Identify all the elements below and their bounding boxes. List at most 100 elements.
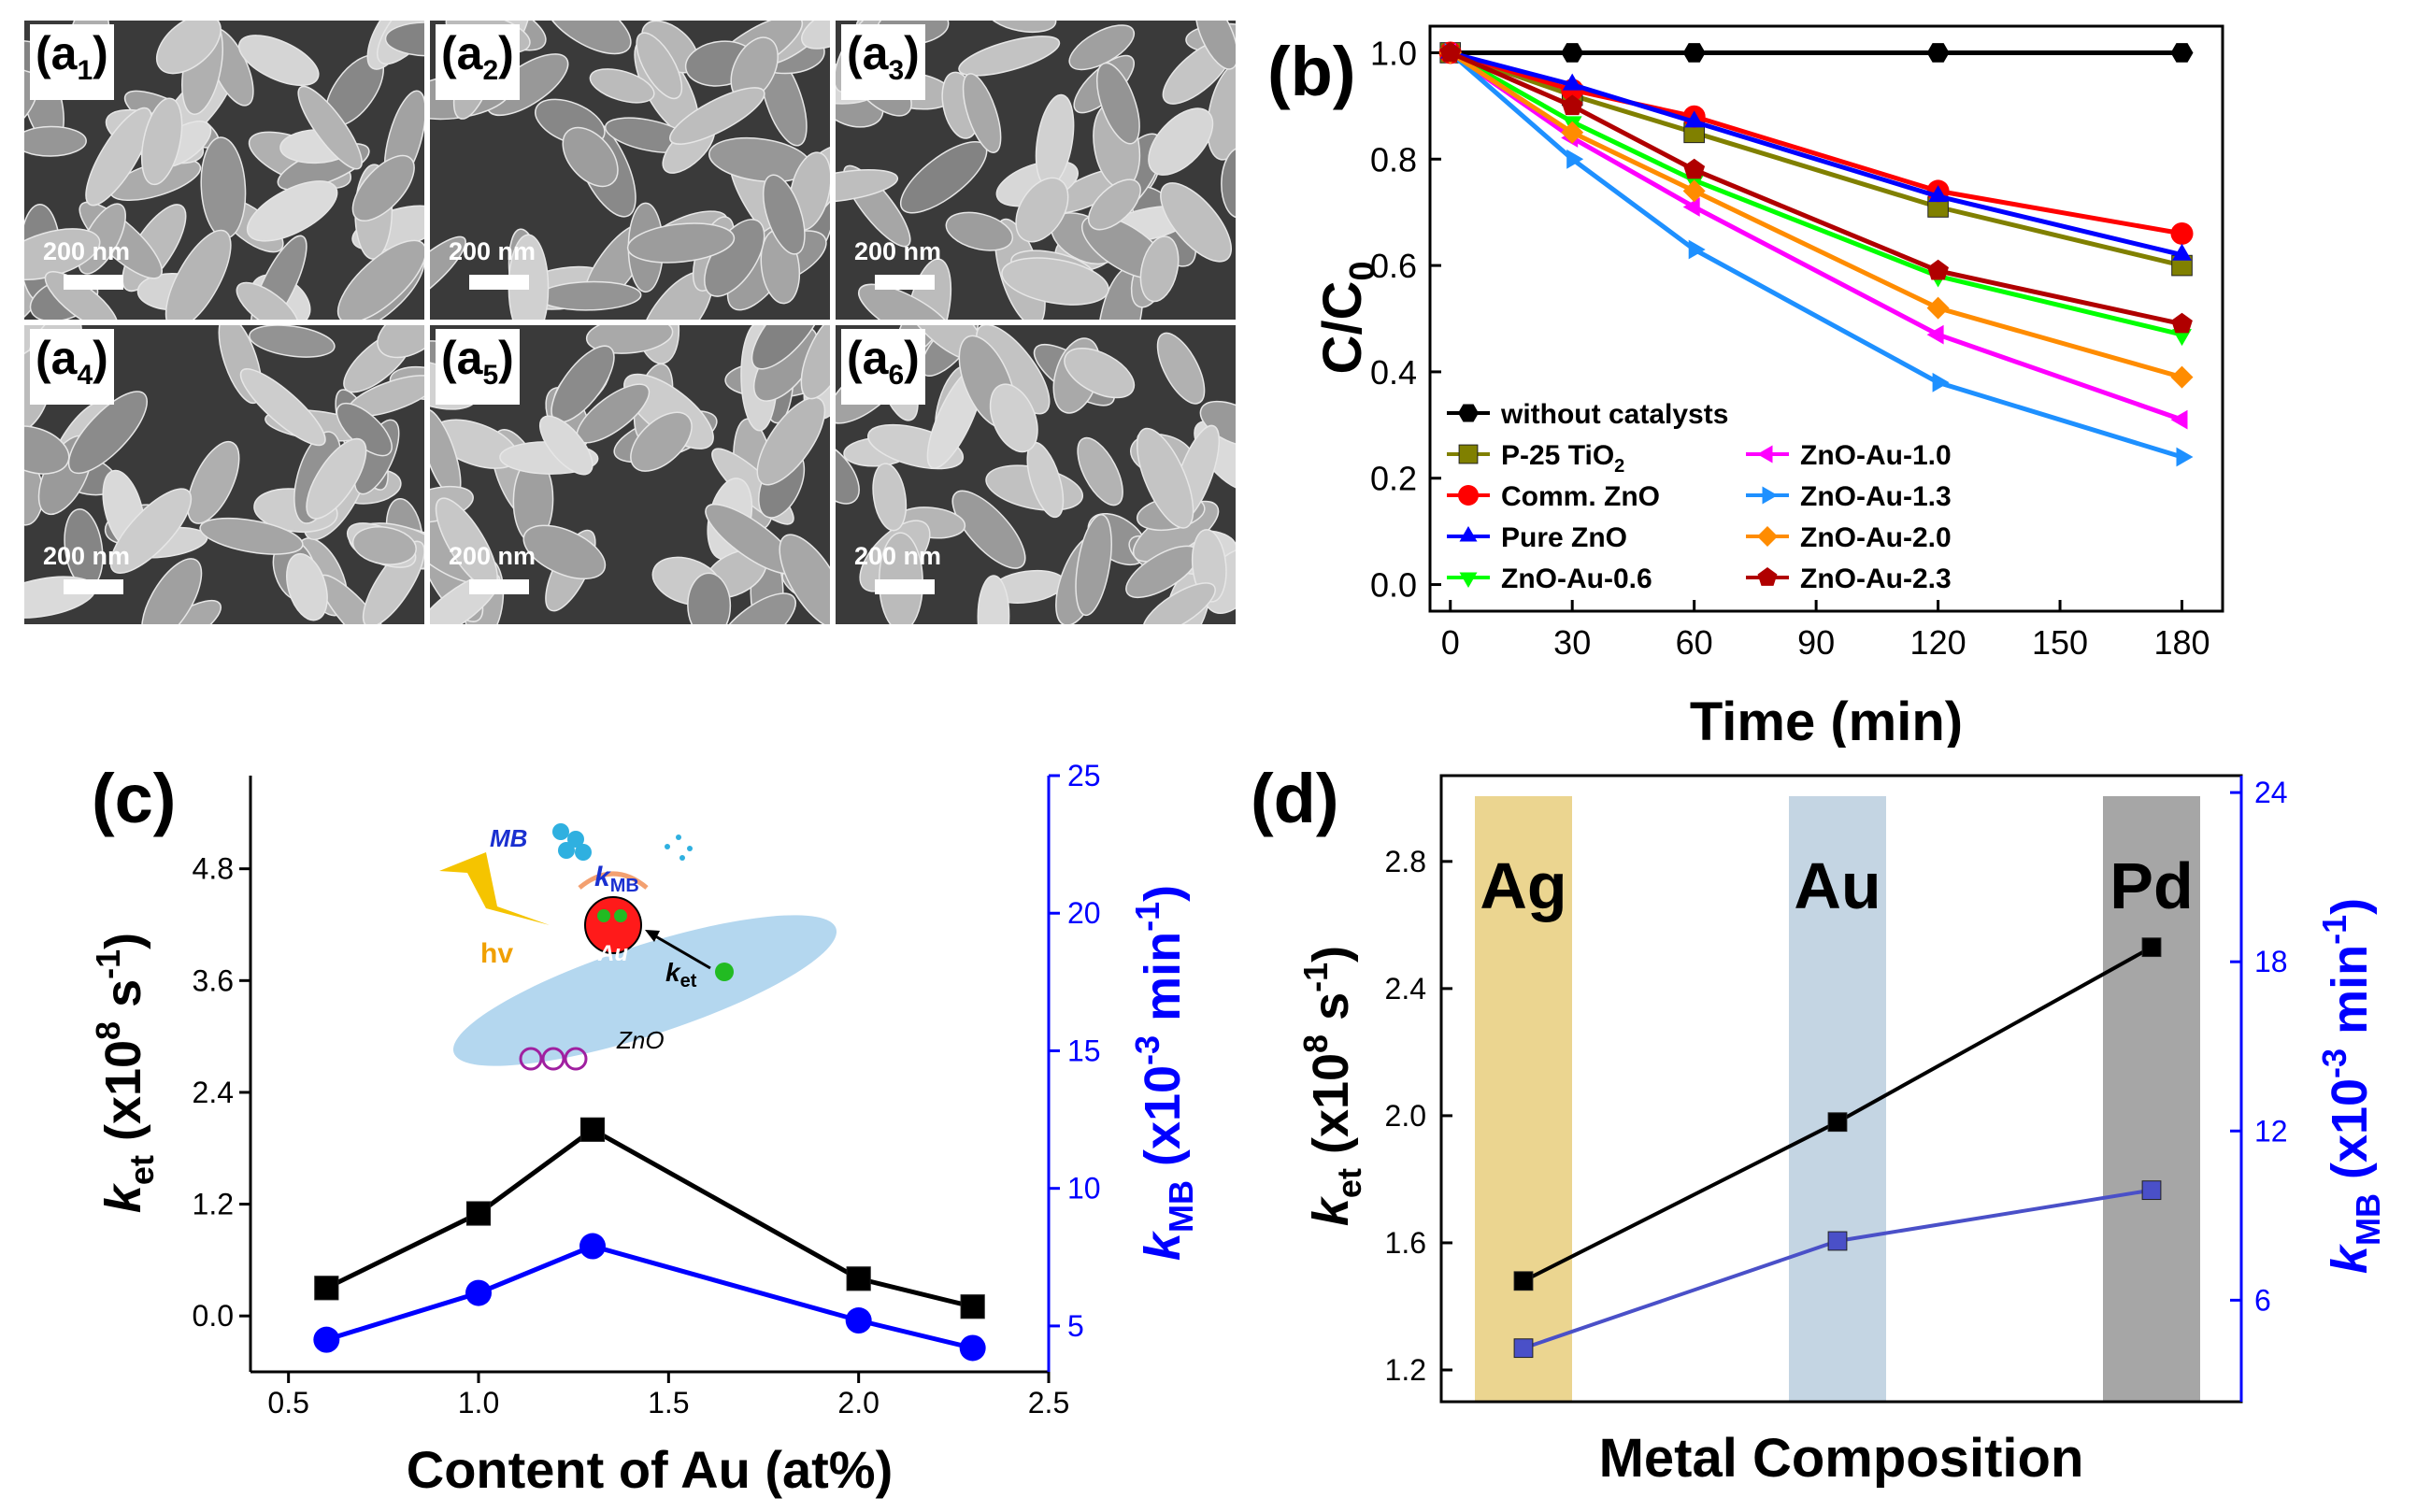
nanoparticle: [1160, 182, 1233, 263]
nanoparticle: [24, 125, 87, 157]
nanoparticle: [24, 425, 70, 475]
category-label: Pd: [2110, 849, 2193, 922]
y-tick-label: 4.8: [193, 852, 234, 886]
series-line: [1449, 50, 2183, 337]
nanoparticle: [986, 21, 1057, 34]
x-tick-label: 1.0: [458, 1386, 499, 1419]
x-tick-label: 180: [2153, 623, 2210, 662]
nanoparticle: [109, 488, 193, 574]
x-tick-label: 120: [1910, 623, 1966, 662]
right-y-tick-label: 20: [1067, 896, 1101, 930]
lightning-icon: [439, 852, 550, 925]
nanoparticle: [85, 107, 152, 207]
legend-label: P-25 TiO2: [1501, 440, 1624, 477]
hv-label: hv: [480, 938, 513, 969]
nanoparticle: [779, 534, 830, 624]
nanoparticle: [858, 283, 955, 320]
data-point: [1682, 197, 1700, 217]
mb-label: MB: [490, 824, 527, 852]
scale-bar: [469, 579, 529, 594]
panel-label-a5: (a5): [436, 329, 520, 405]
right-y-tick-label: 10: [1067, 1172, 1101, 1205]
data-point: [465, 1279, 492, 1306]
y-tick-label: 2.4: [193, 1076, 234, 1109]
scale-bar: [469, 275, 529, 290]
mb-molecule-icon: [552, 823, 569, 840]
data-point: [2170, 365, 2194, 389]
x-tick-label: 2.5: [1028, 1386, 1069, 1419]
nanoparticle: [384, 21, 424, 57]
transfer-arrow: [651, 933, 711, 970]
nanoparticle: [636, 32, 683, 100]
series-line: [325, 1126, 974, 1309]
sem-texture: [24, 325, 424, 624]
nanoparticle: [164, 229, 232, 320]
legend-marker: [1458, 404, 1479, 422]
nanoparticle: [958, 36, 1061, 77]
right-y-axis-label: kMB (x10-3 min-1): [2315, 898, 2387, 1274]
data-point: [2172, 243, 2192, 261]
legend-label: ZnO-Au-0.6: [1501, 563, 1652, 594]
data-point: [579, 1117, 606, 1142]
scale-bar-label: 200 nm: [449, 542, 536, 570]
product-dot: [676, 834, 681, 840]
mb-molecule-icon: [575, 844, 592, 861]
data-point: [2170, 221, 2194, 245]
product-dot: [679, 855, 685, 861]
nanoparticle: [1136, 427, 1194, 529]
y-tick-label: 2.4: [1385, 972, 1426, 1006]
y-tick-label: 2.0: [1385, 1099, 1426, 1133]
nanoparticle: [1064, 348, 1136, 399]
nanoparticle: [236, 281, 299, 320]
category-label: Ag: [1480, 849, 1566, 922]
nanoparticle: [306, 437, 367, 520]
legend-marker: [1458, 485, 1479, 506]
legend-marker: [1459, 526, 1478, 542]
nanoparticle: [1156, 332, 1206, 405]
nanoparticle: [751, 325, 824, 370]
legend-label: ZnO-Au-2.0: [1800, 522, 1952, 553]
hole-icon: [519, 1047, 543, 1071]
reaction-arc: [578, 871, 649, 890]
nanoparticle: [1077, 436, 1123, 506]
sem-texture: [430, 21, 830, 320]
sem-image-a3: (a3) 200 nm: [836, 21, 1236, 320]
panel-label-a2: (a2): [436, 24, 520, 100]
scale-bar: [64, 275, 123, 290]
data-point: [1561, 121, 1584, 144]
data-point: [2171, 312, 2193, 334]
nanoparticle: [687, 572, 732, 624]
data-point: [1926, 43, 1950, 63]
right-y-tick-label: 12: [2254, 1114, 2288, 1148]
y-tick-label: 1.6: [1385, 1226, 1426, 1260]
nanoparticle: [977, 575, 1010, 624]
nanoparticle: [1088, 178, 1141, 231]
scale-bar-label: 200 nm: [854, 237, 942, 265]
y-tick-label: 0.6: [1370, 247, 1417, 285]
nanoparticle: [522, 524, 607, 580]
legend: without catalysts P-25 TiO2 Comm. ZnO Pure …: [1447, 399, 1952, 594]
electron-icon: [715, 963, 734, 981]
nanoparticle: [539, 415, 594, 476]
legend-marker: [1458, 444, 1479, 464]
sem-texture: [836, 325, 1236, 624]
x-tick-label: 90: [1797, 623, 1835, 662]
arrowhead: [645, 930, 660, 942]
nanoparticle: [951, 490, 1026, 569]
legend-label: ZnO-Au-1.0: [1800, 440, 1952, 471]
nanoparticle: [377, 325, 424, 359]
nanoparticle: [836, 439, 860, 505]
category-label: Au: [1794, 849, 1881, 922]
sem-image-a6: (a6) 200 nm: [836, 325, 1236, 624]
nanoparticle: [1194, 21, 1236, 70]
plot-frame: [1428, 24, 2224, 613]
nanoparticle: [962, 73, 1002, 153]
right-y-tick-label: 15: [1067, 1034, 1101, 1067]
x-tick-label: 1.5: [648, 1386, 689, 1419]
nanoparticle: [351, 526, 417, 565]
y-tick-label: 0.0: [193, 1299, 234, 1333]
au-nanoparticle: [584, 896, 642, 954]
x-tick-label: 2.0: [837, 1386, 879, 1419]
data-point: [465, 1201, 492, 1226]
